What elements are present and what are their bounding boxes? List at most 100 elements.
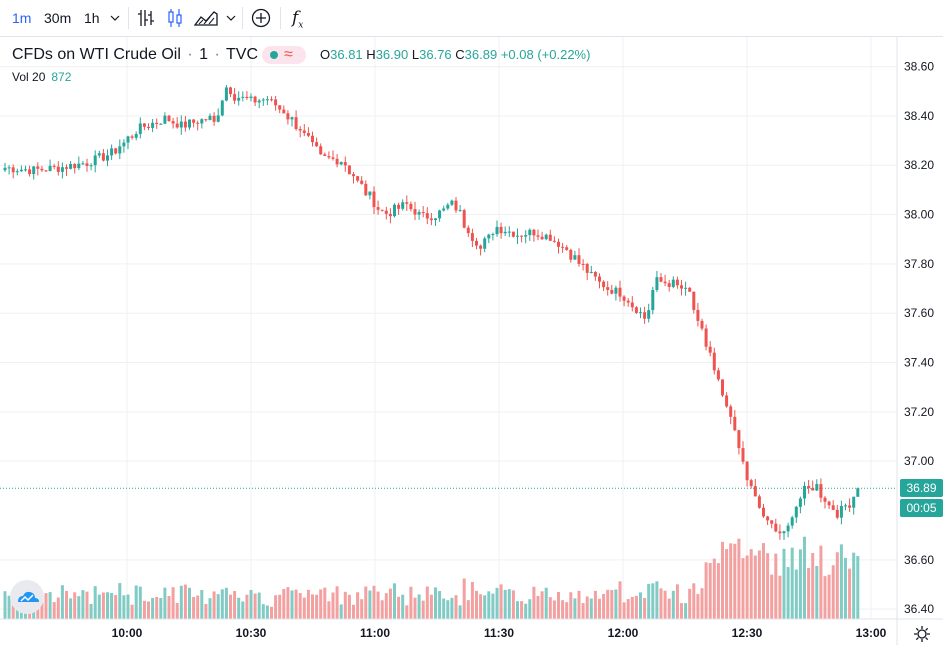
compare-add-button[interactable] <box>251 0 271 36</box>
candle-body <box>126 136 130 143</box>
volume-bar <box>335 586 339 619</box>
candle-body <box>425 213 429 219</box>
candle-body <box>639 312 642 314</box>
market-status-pill[interactable]: ≈ <box>262 46 306 64</box>
settings-gear-icon[interactable] <box>912 624 932 644</box>
bar-style-button[interactable] <box>137 0 155 36</box>
volume-bar <box>569 592 573 619</box>
candle-body <box>77 163 81 169</box>
volume-bar <box>323 587 327 619</box>
volume-bar <box>114 595 118 619</box>
candle-body <box>823 497 827 502</box>
chart-pane[interactable]: 38.60 38.40 38.20 38.00 37.80 37.60 37.40 37.20… <box>0 37 943 645</box>
candle-body <box>3 167 7 171</box>
volume-bar <box>405 605 409 619</box>
candle-body <box>52 165 56 167</box>
volume-bar <box>458 605 462 619</box>
volume-bar <box>848 568 852 619</box>
volume-bar <box>212 591 216 619</box>
candle-body <box>347 165 351 175</box>
interval-1h[interactable]: 1h <box>84 10 100 26</box>
candle-body <box>15 171 19 173</box>
volume-bar <box>101 592 105 619</box>
candle-body <box>237 97 241 101</box>
volume-bar <box>667 598 671 619</box>
candle-body <box>11 167 15 173</box>
chart-style-dropdown[interactable] <box>226 0 236 36</box>
volume-bar <box>159 597 163 619</box>
volume-bar <box>671 590 675 619</box>
candle-body <box>434 218 437 221</box>
candle-body <box>446 204 450 209</box>
volume-bar <box>372 585 376 619</box>
candles-style-button[interactable] <box>166 0 184 36</box>
legend-dot: · <box>214 46 220 63</box>
candle-body <box>335 158 339 165</box>
candle-body <box>630 302 634 308</box>
candle-body <box>19 169 23 172</box>
candle-body <box>159 123 163 125</box>
candle-body <box>479 245 483 249</box>
volume-bar <box>89 603 93 619</box>
symbol-name[interactable]: CFDs on WTI Crude Oil <box>12 46 181 63</box>
candle-body <box>397 204 401 209</box>
volume-bar <box>475 590 478 619</box>
volume-bar <box>782 548 786 619</box>
candle-body <box>290 117 294 120</box>
area-style-button[interactable] <box>194 0 218 36</box>
candle-body <box>40 168 44 171</box>
volume-bar <box>110 592 114 619</box>
candle-body <box>421 212 425 214</box>
volume-bar <box>274 595 278 619</box>
volume-bar <box>491 593 495 619</box>
cloud-logo-icon <box>18 591 39 602</box>
candlestick-chart[interactable]: 38.60 38.40 38.20 38.00 37.80 37.60 37.40 37.20… <box>0 37 943 645</box>
candle-body <box>319 146 323 155</box>
candle-body <box>163 115 167 124</box>
candle-body <box>93 155 97 166</box>
volume-bar <box>413 597 417 619</box>
candle-body <box>380 209 384 211</box>
volume-bar <box>778 575 782 619</box>
volume-bar <box>532 586 536 619</box>
volume-bar <box>142 600 146 619</box>
volume-bar <box>483 595 487 619</box>
price-tick-label: 37.00 <box>904 454 934 468</box>
fx-icon-sub: x <box>298 20 304 31</box>
interval-dropdown[interactable] <box>110 0 120 36</box>
volume-bar <box>319 589 323 619</box>
time-tick-label: 10:00 <box>112 626 143 640</box>
interval-30m[interactable]: 30m <box>44 10 72 26</box>
candle-body <box>848 505 852 508</box>
candle-body <box>548 234 552 241</box>
volume-bar <box>220 589 224 619</box>
indicators-button[interactable]: fx <box>292 0 303 36</box>
volume-bar <box>639 592 642 619</box>
candle-body <box>315 142 319 147</box>
candle-body <box>134 133 138 138</box>
tradingview-logo[interactable] <box>10 580 44 614</box>
time-axis: 10:00 10:30 11:00 11:30 12:00 12:30 13:00 <box>112 626 887 640</box>
high-value: 36.90 <box>375 47 409 62</box>
time-tick-label: 12:00 <box>608 626 639 640</box>
price-tick-label: 38.00 <box>904 208 934 222</box>
candle-body <box>368 191 372 196</box>
interval-1m[interactable]: 1m <box>12 10 32 26</box>
candle-body <box>552 240 556 242</box>
price-tick-label: 38.60 <box>904 60 934 74</box>
candle-body <box>89 165 93 167</box>
volume-bar <box>721 541 724 619</box>
symbol-legend: CFDs on WTI Crude Oil · 1 · TVC <box>12 44 258 66</box>
candle-body <box>101 153 105 161</box>
candle-body <box>532 229 536 236</box>
volume-bar <box>356 592 360 619</box>
candle-body <box>7 167 11 169</box>
volume-bar <box>823 576 827 619</box>
volume-bar <box>376 591 380 619</box>
volume-bar <box>163 587 167 619</box>
volume-bar <box>347 594 351 619</box>
volume-bar <box>126 594 130 619</box>
volume-bar <box>425 586 429 619</box>
candle-body <box>647 310 651 319</box>
volume-bar <box>331 592 335 619</box>
